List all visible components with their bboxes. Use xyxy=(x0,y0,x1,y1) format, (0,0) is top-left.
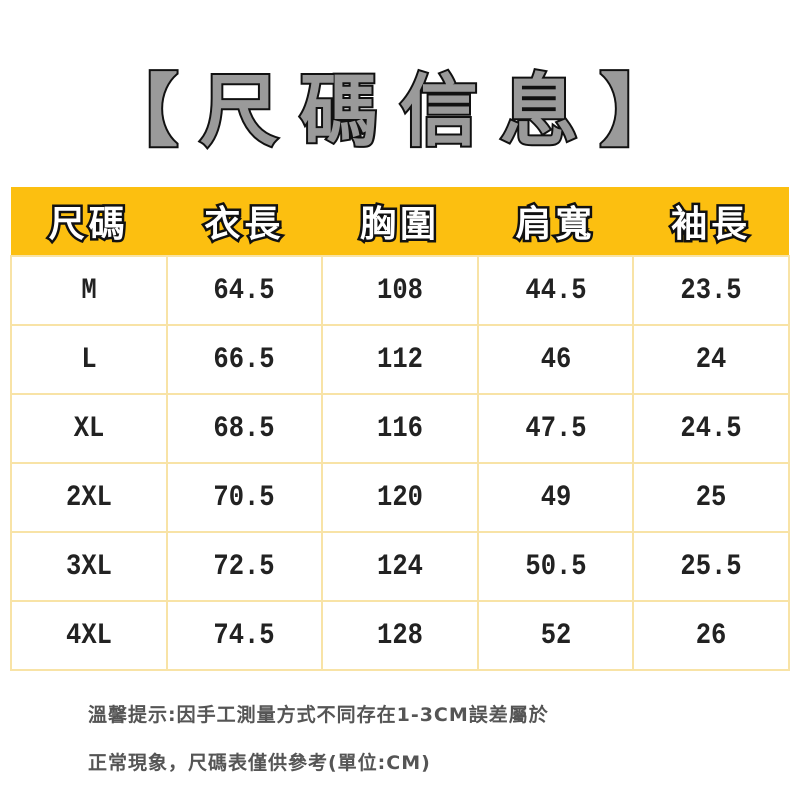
table-row: L 66.5 112 46 24 xyxy=(10,324,790,395)
header-sleeve: 袖長 xyxy=(633,187,789,256)
cell-value: 49 xyxy=(540,480,571,515)
table-cell: 64.5 xyxy=(165,255,324,326)
table-cell: 25.5 xyxy=(632,531,790,602)
table-cell: M xyxy=(10,255,168,326)
table-cell: 49 xyxy=(476,462,635,533)
table-cell: 70.5 xyxy=(165,462,324,533)
cell-value: 25 xyxy=(695,480,727,515)
cell-value: L xyxy=(81,342,97,377)
cell-value: 50.5 xyxy=(524,549,587,584)
page-title: 【尺碼信息】 xyxy=(98,65,700,159)
table-cell: 3XL xyxy=(10,531,168,602)
table-cell: XL xyxy=(10,393,168,464)
cell-value: 3XL xyxy=(65,549,112,584)
cell-value: 120 xyxy=(377,480,423,515)
cell-value: 68.5 xyxy=(213,411,275,446)
cell-value: 72.5 xyxy=(213,549,275,584)
table-cell: 124 xyxy=(321,531,479,602)
cell-value: 24.5 xyxy=(680,411,742,446)
header-size: 尺碼 xyxy=(11,187,167,256)
table-row: XL 68.5 116 47.5 24.5 xyxy=(10,393,790,464)
table-cell: 108 xyxy=(321,255,479,326)
table-cell: 50.5 xyxy=(476,531,635,602)
table-row: M 64.5 108 44.5 23.5 xyxy=(10,255,790,326)
table-cell: 24 xyxy=(632,324,790,395)
cell-value: 128 xyxy=(377,618,423,653)
table-cell: 74.5 xyxy=(165,600,324,671)
table-cell: 4XL xyxy=(10,600,168,671)
table-cell: 120 xyxy=(321,462,479,533)
header-chest: 胸圍 xyxy=(322,187,478,256)
table-cell: 24.5 xyxy=(632,393,790,464)
cell-value: XL xyxy=(73,411,105,446)
cell-value: 23.5 xyxy=(680,273,742,308)
table-cell: 128 xyxy=(321,600,479,671)
table-cell: 47.5 xyxy=(476,393,635,464)
table-cell: 44.5 xyxy=(476,255,635,326)
cell-value: 52 xyxy=(540,618,571,653)
cell-value: 108 xyxy=(377,273,423,308)
table-row: 4XL 74.5 128 52 26 xyxy=(10,600,790,671)
cell-value: 116 xyxy=(377,411,423,446)
cell-value: 70.5 xyxy=(213,480,275,515)
cell-value: M xyxy=(81,273,97,308)
cell-value: 4XL xyxy=(65,618,112,653)
table-cell: 66.5 xyxy=(165,324,324,395)
cell-value: 46 xyxy=(540,342,571,377)
table-cell: 23.5 xyxy=(632,255,790,326)
cell-value: 74.5 xyxy=(213,618,275,653)
note-line-1: 溫馨提示:因手工測量方式不同存在1-3CM誤差屬於 xyxy=(88,704,549,726)
cell-value: 2XL xyxy=(65,480,112,515)
cell-value: 26 xyxy=(695,618,727,653)
table-cell: 52 xyxy=(476,600,635,671)
cell-value: 47.5 xyxy=(524,411,587,446)
table-cell: L xyxy=(10,324,168,395)
table-cell: 2XL xyxy=(10,462,168,533)
table-cell: 116 xyxy=(321,393,479,464)
size-table: 尺碼 衣長 胸圍 肩寬 袖長 M 64.5 108 44.5 23.5 L 66.5 112 4… xyxy=(10,187,790,671)
table-cell: 46 xyxy=(476,324,635,395)
cell-value: 66.5 xyxy=(213,342,275,377)
cell-value: 24 xyxy=(695,342,727,377)
table-cell: 72.5 xyxy=(165,531,324,602)
table-cell: 68.5 xyxy=(165,393,324,464)
header-shoulder: 肩寬 xyxy=(477,187,634,256)
cell-value: 112 xyxy=(377,342,423,377)
table-cell: 112 xyxy=(321,324,479,395)
cell-value: 25.5 xyxy=(680,549,742,584)
table-cell: 25 xyxy=(632,462,790,533)
note-line-2: 正常現象，尺碼表僅供參考(單位:CM) xyxy=(88,752,431,774)
cell-value: 124 xyxy=(377,549,423,584)
cell-value: 64.5 xyxy=(213,273,275,308)
table-row: 2XL 70.5 120 49 25 xyxy=(10,462,790,533)
header-length: 衣長 xyxy=(166,187,323,256)
cell-value: 44.5 xyxy=(524,273,587,308)
table-cell: 26 xyxy=(632,600,790,671)
table-row: 3XL 72.5 124 50.5 25.5 xyxy=(10,531,790,602)
table-header-row: 尺碼 衣長 胸圍 肩寬 袖長 xyxy=(11,187,789,256)
